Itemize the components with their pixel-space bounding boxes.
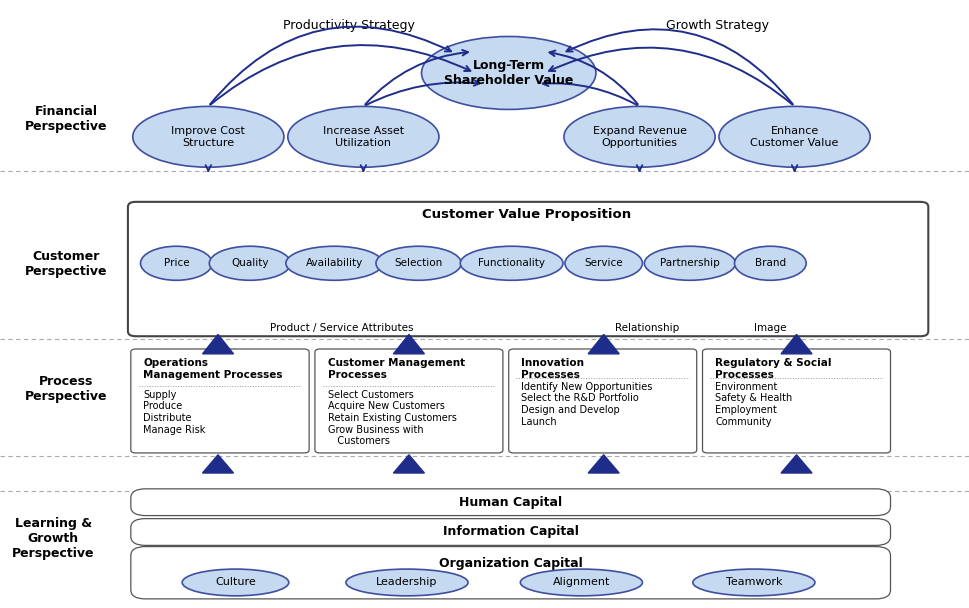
Text: Organization Capital: Organization Capital: [439, 557, 582, 570]
Ellipse shape: [141, 246, 212, 280]
Ellipse shape: [288, 106, 439, 167]
Polygon shape: [781, 455, 812, 473]
Text: Quality: Quality: [232, 258, 268, 268]
Polygon shape: [588, 334, 619, 354]
Polygon shape: [393, 455, 424, 473]
Ellipse shape: [286, 246, 383, 280]
Text: Availability: Availability: [305, 258, 363, 268]
Polygon shape: [588, 455, 619, 473]
Text: Operations
Management Processes: Operations Management Processes: [143, 358, 283, 380]
Text: Service: Service: [584, 258, 623, 268]
Text: Supply
Produce
Distribute
Manage Risk: Supply Produce Distribute Manage Risk: [143, 390, 205, 435]
Ellipse shape: [346, 569, 468, 596]
Polygon shape: [781, 334, 812, 354]
Text: Product / Service Attributes: Product / Service Attributes: [270, 323, 414, 333]
Polygon shape: [203, 334, 234, 354]
Text: Enhance
Customer Value: Enhance Customer Value: [750, 126, 839, 148]
Text: Environment
Safety & Health
Employment
Community: Environment Safety & Health Employment C…: [715, 382, 793, 427]
Text: Customer Value Proposition: Customer Value Proposition: [422, 208, 631, 221]
Ellipse shape: [644, 246, 735, 280]
FancyBboxPatch shape: [703, 349, 891, 453]
Text: Partnership: Partnership: [660, 258, 720, 268]
Text: Regulatory & Social
Processes: Regulatory & Social Processes: [715, 358, 831, 380]
Text: Identify New Opportunities
Select the R&D Portfolio
Design and Develop
Launch: Identify New Opportunities Select the R&…: [521, 382, 653, 427]
Text: Functionality: Functionality: [478, 258, 546, 268]
Ellipse shape: [735, 246, 806, 280]
Ellipse shape: [209, 246, 291, 280]
Text: Selection: Selection: [394, 258, 443, 268]
Polygon shape: [393, 334, 424, 354]
FancyBboxPatch shape: [315, 349, 503, 453]
FancyBboxPatch shape: [131, 349, 309, 453]
Text: Brand: Brand: [755, 258, 786, 268]
Text: Alignment: Alignment: [552, 578, 610, 587]
Ellipse shape: [564, 106, 715, 167]
Text: Productivity Strategy: Productivity Strategy: [283, 19, 415, 32]
Ellipse shape: [693, 569, 815, 596]
Polygon shape: [203, 455, 234, 473]
Text: Leadership: Leadership: [376, 578, 438, 587]
FancyBboxPatch shape: [509, 349, 697, 453]
Text: Improve Cost
Structure: Improve Cost Structure: [172, 126, 245, 148]
Text: Process
Perspective: Process Perspective: [24, 375, 108, 403]
Text: Relationship: Relationship: [615, 323, 679, 333]
Ellipse shape: [376, 246, 461, 280]
Text: Customer
Perspective: Customer Perspective: [24, 250, 108, 278]
Text: Learning &
Growth
Perspective: Learning & Growth Perspective: [12, 517, 95, 559]
Text: Growth Strategy: Growth Strategy: [666, 19, 768, 32]
Text: Select Customers
Acquire New Customers
Retain Existing Customers
Grow Business w: Select Customers Acquire New Customers R…: [328, 390, 456, 446]
Text: Customer Management
Processes: Customer Management Processes: [328, 358, 465, 380]
Ellipse shape: [182, 569, 289, 596]
Text: Increase Asset
Utilization: Increase Asset Utilization: [323, 126, 404, 148]
Text: Human Capital: Human Capital: [459, 496, 562, 509]
Text: Innovation
Processes: Innovation Processes: [521, 358, 584, 380]
Text: Image: Image: [754, 323, 787, 333]
Ellipse shape: [422, 36, 596, 109]
Ellipse shape: [719, 106, 870, 167]
Text: Long-Term
Shareholder Value: Long-Term Shareholder Value: [444, 59, 574, 87]
Text: Culture: Culture: [215, 578, 256, 587]
Text: Information Capital: Information Capital: [443, 525, 578, 539]
Text: Financial
Perspective: Financial Perspective: [24, 105, 108, 133]
Ellipse shape: [520, 569, 642, 596]
Ellipse shape: [133, 106, 284, 167]
Text: Teamwork: Teamwork: [726, 578, 782, 587]
Text: Price: Price: [164, 258, 189, 268]
FancyBboxPatch shape: [131, 519, 891, 545]
Text: Expand Revenue
Opportunities: Expand Revenue Opportunities: [592, 126, 687, 148]
Ellipse shape: [460, 246, 563, 280]
FancyBboxPatch shape: [131, 547, 891, 599]
FancyBboxPatch shape: [131, 489, 891, 516]
FancyBboxPatch shape: [128, 202, 928, 336]
Ellipse shape: [565, 246, 642, 280]
